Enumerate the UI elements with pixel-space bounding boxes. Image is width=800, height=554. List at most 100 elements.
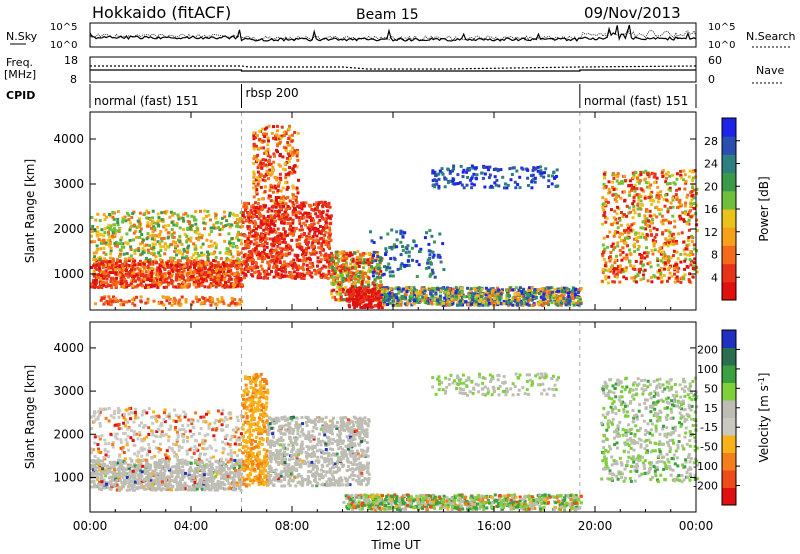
rti-cell xyxy=(209,265,213,269)
rti-cell xyxy=(94,261,98,265)
rti-cell xyxy=(482,300,486,304)
rti-cell xyxy=(119,238,123,242)
rti-cell xyxy=(131,302,135,305)
rti-cell xyxy=(256,134,259,138)
rti-cell xyxy=(246,237,250,241)
rti-cell xyxy=(266,219,270,222)
rti-cell xyxy=(324,274,328,278)
rti-cell xyxy=(145,243,148,247)
rti-cell xyxy=(263,204,267,208)
rti-cell xyxy=(448,291,452,295)
rti-cell xyxy=(410,295,414,299)
rti-cell xyxy=(245,257,249,261)
rti-cell xyxy=(355,255,359,259)
rti-cell xyxy=(118,273,122,277)
rti-cell xyxy=(296,267,300,271)
rti-cell xyxy=(277,210,281,214)
rti-cell xyxy=(277,181,281,185)
rti-cell xyxy=(320,242,324,246)
rti-cell xyxy=(276,142,280,146)
rti-cell xyxy=(397,291,401,295)
rti-cell xyxy=(475,173,479,177)
rti-cell xyxy=(93,255,97,259)
rti-cell xyxy=(375,271,379,275)
rti-cell xyxy=(349,258,353,262)
rti-cell xyxy=(163,267,167,271)
rti-cell xyxy=(130,224,134,228)
rti-cell xyxy=(644,177,647,181)
rti-cell xyxy=(443,296,447,300)
rti-cell xyxy=(108,235,112,239)
noise-right-tick-bottom: 10^0 xyxy=(708,40,735,51)
rti-cell xyxy=(329,239,333,242)
rti-cell xyxy=(273,216,276,219)
rti-cell xyxy=(292,258,296,262)
rti-cell xyxy=(123,215,127,219)
rti-cell xyxy=(267,139,270,143)
rti-cell xyxy=(97,266,101,270)
rti-cell xyxy=(209,239,213,243)
rti-cell xyxy=(692,206,696,210)
rti-cell xyxy=(154,261,158,265)
rti-cell xyxy=(321,237,325,241)
rti-cell xyxy=(266,261,270,265)
rti-cell xyxy=(259,213,262,217)
rti-cell xyxy=(249,240,253,244)
rti-cell xyxy=(280,255,284,259)
rti-cell xyxy=(218,273,222,277)
rti-cell xyxy=(153,228,157,232)
rti-cell xyxy=(228,249,232,253)
rti-cell xyxy=(354,289,358,293)
rti-cell xyxy=(362,266,366,270)
rti-cell xyxy=(267,232,271,236)
rti-cell xyxy=(639,199,643,203)
rti-cell xyxy=(473,166,477,170)
rti-cell xyxy=(274,137,278,141)
rti-cell xyxy=(200,251,204,255)
rti-cell xyxy=(487,176,491,180)
rti-cell xyxy=(304,251,308,255)
rti-cell xyxy=(177,217,181,221)
rti-cell xyxy=(276,244,280,248)
rti-cell xyxy=(330,257,334,260)
rti-cell xyxy=(261,260,264,263)
rti-cell xyxy=(253,154,256,158)
rti-cell xyxy=(345,263,349,267)
rti-cell xyxy=(278,200,282,204)
rti-cell xyxy=(237,264,240,268)
rti-cell xyxy=(259,173,263,177)
rti-cell xyxy=(411,258,414,262)
rti-cell xyxy=(95,273,99,277)
rti-cell xyxy=(211,300,214,304)
rti-cell xyxy=(656,270,660,274)
rti-cell xyxy=(632,264,636,268)
rti-cell xyxy=(279,251,283,255)
rti-cell xyxy=(148,224,152,228)
rti-cell xyxy=(114,268,117,272)
rti-cell xyxy=(291,210,295,214)
rti-cell xyxy=(190,275,194,278)
rti-cell xyxy=(544,301,548,305)
rti-cell xyxy=(290,248,294,252)
rti-cell xyxy=(287,232,291,236)
rti-cell xyxy=(214,255,218,259)
rti-cell xyxy=(251,234,255,238)
rti-cell xyxy=(513,180,517,184)
rti-cell xyxy=(244,208,247,212)
rti-cell xyxy=(316,259,320,263)
rti-cell xyxy=(648,173,652,177)
rti-cell xyxy=(371,281,375,285)
rti-cell xyxy=(267,223,271,227)
rti-cell xyxy=(436,287,439,291)
rti-cell xyxy=(638,206,642,210)
rti-cell xyxy=(178,235,182,239)
rti-cell xyxy=(129,247,133,251)
rti-cell xyxy=(609,251,613,254)
rti-cell xyxy=(165,277,169,281)
rti-cell xyxy=(462,295,466,299)
rti-cell xyxy=(525,292,529,295)
rti-cell xyxy=(133,267,137,271)
rti-cell xyxy=(498,294,502,298)
rti-cell xyxy=(292,274,296,278)
